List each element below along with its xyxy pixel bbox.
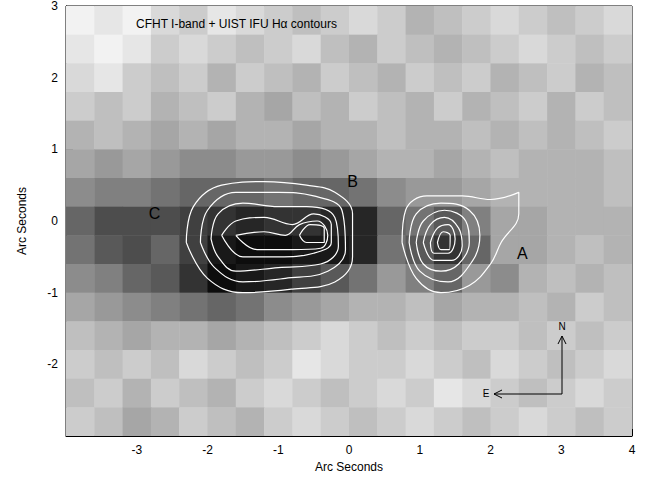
svg-text:0: 0 bbox=[51, 214, 58, 228]
svg-text:A: A bbox=[517, 245, 528, 262]
svg-text:E: E bbox=[483, 388, 490, 399]
svg-text:1: 1 bbox=[416, 443, 423, 457]
svg-text:0: 0 bbox=[346, 443, 353, 457]
svg-text:CFHT I-band + UIST IFU Hα cont: CFHT I-band + UIST IFU Hα contours bbox=[136, 17, 337, 31]
svg-text:Arc Seconds: Arc Seconds bbox=[315, 460, 383, 474]
svg-text:-1: -1 bbox=[273, 443, 284, 457]
svg-text:-1: -1 bbox=[47, 286, 58, 300]
svg-text:1: 1 bbox=[51, 142, 58, 156]
svg-text:B: B bbox=[347, 173, 358, 190]
svg-text:3: 3 bbox=[51, 0, 58, 13]
svg-text:C: C bbox=[149, 205, 161, 222]
svg-text:3: 3 bbox=[558, 443, 565, 457]
svg-text:2: 2 bbox=[51, 71, 58, 85]
svg-text:-2: -2 bbox=[202, 443, 213, 457]
svg-text:Arc Seconds: Arc Seconds bbox=[15, 187, 29, 255]
svg-text:4: 4 bbox=[629, 443, 636, 457]
svg-text:-3: -3 bbox=[131, 443, 142, 457]
svg-text:-2: -2 bbox=[47, 357, 58, 371]
svg-text:N: N bbox=[558, 321, 565, 332]
svg-text:2: 2 bbox=[487, 443, 494, 457]
